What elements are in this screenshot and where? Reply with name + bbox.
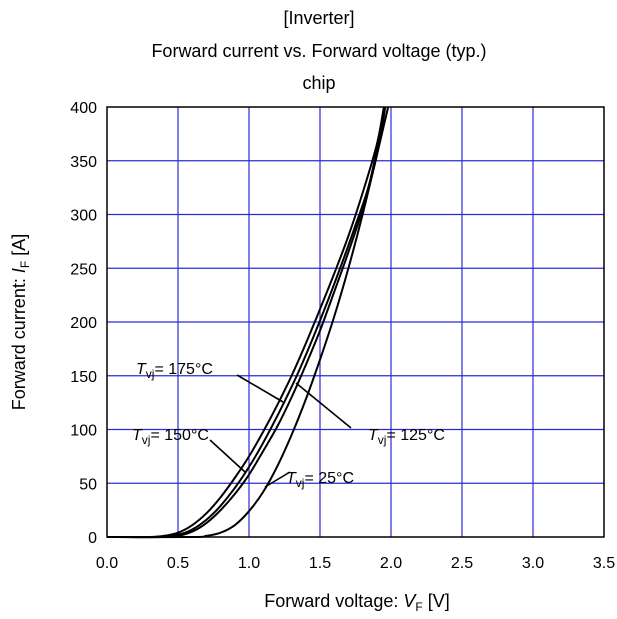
- x-axis-label-symbol: V: [403, 591, 417, 611]
- curve-label-175-symbol: T: [136, 361, 147, 378]
- y-tick-label: 300: [70, 208, 97, 225]
- x-tick-label: 3.5: [593, 555, 615, 572]
- curve-label-125-subscript: vj: [378, 433, 387, 447]
- curve-label-125-symbol: T: [368, 427, 379, 444]
- y-tick-label: 250: [70, 261, 97, 278]
- y-tick-label: 50: [79, 476, 97, 493]
- x-tick-label: 2.5: [451, 555, 473, 572]
- plot-frame: [106, 106, 605, 538]
- x-tick-label: 0.0: [96, 555, 118, 572]
- curve-label-25: Tvj= 25°C: [286, 470, 354, 490]
- x-axis-label-unit: [V]: [423, 591, 450, 611]
- curve-label-25-subscript: vj: [296, 476, 305, 490]
- curve-label-25-symbol: T: [286, 470, 297, 487]
- curve-label-175-text: = 175°C: [154, 361, 212, 378]
- chart-title-line-2: Forward current vs. Forward voltage (typ…: [151, 41, 486, 61]
- curve-label-150-text: = 150°C: [150, 427, 208, 444]
- y-tick-label: 200: [70, 315, 97, 332]
- curve-125: [106, 106, 387, 539]
- curve-label-125-text: = 125°C: [386, 427, 444, 444]
- x-tick-label: 0.5: [167, 555, 189, 572]
- curve-175: [106, 106, 385, 539]
- curves: [106, 106, 390, 539]
- y-axis-label: Forward current: IF [A]: [9, 234, 32, 410]
- curve-label-125: Tvj= 125°C: [368, 427, 445, 447]
- leader-25: [264, 471, 291, 488]
- curve-25: [106, 106, 390, 539]
- grid: [107, 107, 604, 537]
- y-tick-label: 400: [70, 100, 97, 117]
- curve-label-150: Tvj= 150°C: [132, 427, 209, 447]
- chart-title-line-1: [Inverter]: [283, 8, 354, 28]
- curve-label-25-text: = 25°C: [304, 470, 354, 487]
- y-axis-ticks: 0 50 100 150 200 250 300 350 400: [70, 100, 97, 547]
- y-axis-label-prefix: Forward current:: [9, 273, 29, 410]
- y-tick-label: 150: [70, 369, 97, 386]
- leader-175: [236, 374, 284, 403]
- curve-label-175: Tvj= 175°C: [136, 361, 213, 381]
- y-tick-label: 0: [88, 530, 97, 547]
- x-tick-label: 2.0: [380, 555, 402, 572]
- y-axis-label-symbol: I: [9, 268, 29, 273]
- x-axis-label-prefix: Forward voltage:: [264, 591, 403, 611]
- chart-title-line-3: chip: [302, 73, 335, 93]
- curve-label-175-subscript: vj: [146, 367, 155, 381]
- x-axis-label: Forward voltage: VF [V]: [264, 591, 449, 614]
- x-tick-label: 3.0: [522, 555, 544, 572]
- curve-label-150-subscript: vj: [142, 433, 151, 447]
- leader-125: [295, 382, 352, 429]
- x-axis-ticks: 0.0 0.5 1.0 1.5 2.0 2.5 3.0 3.5: [96, 555, 615, 572]
- y-axis-label-unit: [A]: [9, 234, 29, 261]
- curve-label-150-symbol: T: [132, 427, 143, 444]
- y-tick-label: 100: [70, 423, 97, 440]
- y-axis-label-subscript: F: [18, 261, 32, 268]
- x-tick-label: 1.5: [309, 555, 331, 572]
- curve-150: [106, 114, 385, 539]
- x-tick-label: 1.0: [238, 555, 260, 572]
- y-tick-label: 350: [70, 154, 97, 171]
- leader-150: [209, 439, 246, 473]
- x-axis-label-subscript: F: [415, 600, 422, 614]
